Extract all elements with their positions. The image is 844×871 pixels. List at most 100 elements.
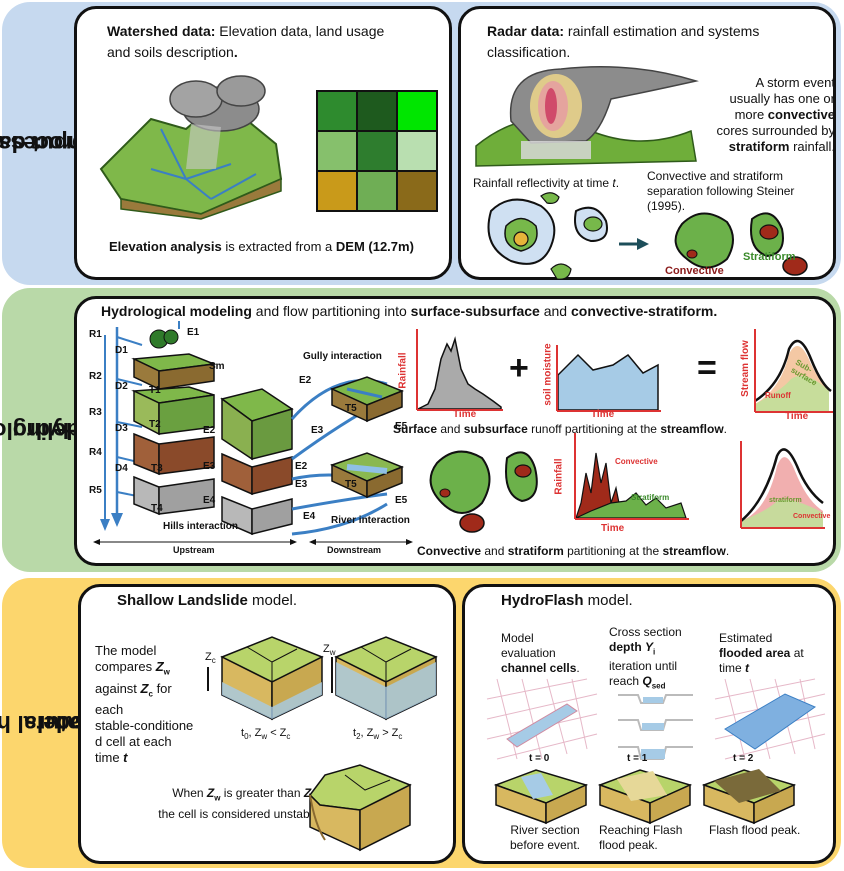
dem-grid-cell — [396, 130, 438, 172]
landslide-panel: Shallow Landslide model. The model compa… — [78, 584, 456, 864]
convective-label: Convective — [665, 265, 724, 277]
reaching-peak-caption: Reaching Flash flood peak. — [599, 823, 683, 852]
river-t5: T5 — [345, 479, 357, 490]
soil-column — [131, 321, 217, 516]
stable-block — [220, 636, 324, 721]
streamflow-time: Time — [785, 411, 809, 422]
separation-arrow — [619, 238, 649, 250]
gully-t5: T5 — [345, 403, 357, 414]
hazard-band-label: Natural hazardsmodels — [0, 710, 105, 737]
stable-condition: t0, Zw < Zc — [241, 727, 291, 742]
cross-sections — [618, 694, 693, 760]
soil-moisture-chart — [556, 345, 661, 412]
watershed-title: Watershed data: Elevation data, land usa… — [107, 23, 385, 60]
unstable-block — [334, 636, 438, 721]
dem-grid-cell — [316, 90, 358, 132]
d1-label: D1 — [115, 345, 128, 356]
radar-title: Radar data: rainfall estimation and syst… — [487, 23, 760, 60]
t4-label: T4 — [151, 503, 163, 514]
r3-label: R3 — [89, 407, 102, 418]
radar-panel: Radar data: rainfall estimation and syst… — [458, 6, 836, 280]
dem-grid-cell — [396, 90, 438, 132]
hill-block — [220, 388, 294, 536]
landslide-block — [309, 764, 412, 852]
landslide-description: The model compares Zw against Zc for eac… — [95, 643, 194, 766]
partition-stratiform-label: Stratiform — [631, 493, 670, 502]
hydro-title: Hydrological modeling and flow partition… — [101, 303, 718, 319]
d4-label: D4 — [115, 463, 128, 474]
storm-description: A storm event usually has one or more co… — [716, 75, 835, 154]
partition-rainfall-chart — [574, 433, 689, 520]
upstream-label: Upstream — [173, 545, 215, 555]
partition-time: Time — [601, 523, 625, 534]
zc-label: Zc — [205, 651, 216, 666]
soil-moisture-axis: soil moisture — [542, 343, 554, 406]
r2-label: R2 — [89, 371, 102, 382]
partition-convective-label: Convective — [615, 457, 658, 466]
flash-peak-caption: Flash flood peak. — [709, 823, 801, 837]
reflectivity-map — [487, 192, 608, 280]
input-band-label: Input data andpre-process — [0, 131, 130, 157]
sm-label: Sm — [209, 361, 225, 372]
stratiform-label: Stratiform — [743, 251, 796, 263]
gully-title: Gully interaction — [303, 351, 382, 362]
e2-left-label: E2 — [203, 425, 216, 436]
gully-block — [329, 376, 405, 423]
soil-moisture-time: Time — [591, 409, 615, 420]
dem-grid-cell — [356, 90, 398, 132]
terrain-illustration — [99, 75, 283, 220]
partition-streamflow-chart — [740, 441, 825, 529]
watershed-panel: Watershed data: Elevation data, land usa… — [74, 6, 452, 280]
t1-label: T1 — [149, 385, 161, 396]
t0-label: t = 0 — [529, 753, 550, 764]
r4-label: R4 — [89, 447, 102, 458]
river-e5: E5 — [395, 495, 408, 506]
convective-stratiform-caption: Convective and stratiform partitioning a… — [417, 544, 730, 558]
streamflow-chart — [754, 329, 833, 413]
rainfall-hydrograph — [416, 329, 503, 411]
watershed-caption: Elevation analysis is extracted from a D… — [109, 239, 414, 254]
flooded-area-text: Estimated flooded area at time t — [719, 631, 804, 675]
river-t1 — [597, 769, 693, 825]
zc-bar — [207, 667, 209, 691]
separation-map — [674, 212, 808, 276]
hills-title: Hills interaction — [163, 521, 239, 532]
e4-left-label: E4 — [203, 495, 216, 506]
storm-cloud-illustration — [475, 66, 699, 167]
partition-convective-small: Convective — [793, 513, 831, 520]
d3-label: D3 — [115, 423, 128, 434]
dem-grid — [316, 90, 438, 212]
d2-label: D2 — [115, 381, 128, 392]
river-e4: E4 — [303, 511, 316, 522]
t1-label: t = 1 — [627, 753, 648, 764]
flood-grid — [714, 678, 826, 760]
dem-grid-cell — [316, 170, 358, 212]
e1-label: E1 — [187, 327, 200, 338]
gully-e5: E5 — [395, 421, 408, 432]
river-e3: E3 — [295, 479, 308, 490]
dem-grid-cell — [396, 170, 438, 212]
zw-bar — [331, 657, 333, 693]
channel-cells-text: Model evaluation channel cells. — [501, 631, 580, 675]
dem-grid-cell — [316, 130, 358, 172]
dem-grid-cell — [356, 130, 398, 172]
up-down-arrows — [93, 539, 413, 545]
hydro-panel: Hydrological modeling and flow partition… — [74, 296, 836, 566]
river-e2: E2 — [295, 461, 308, 472]
surface-subsurface-caption: Surface and subsurface runoff partitioni… — [393, 422, 728, 436]
runoff-label: Runoff — [765, 391, 791, 400]
r5-label: R5 — [89, 485, 102, 496]
hydroflash-title: HydroFlash model. — [501, 592, 633, 609]
e3-left-label: E3 — [203, 461, 216, 472]
zw-label: Zw — [323, 643, 336, 658]
rainfall-axis: Rainfall — [397, 352, 409, 389]
t3-label: T3 — [151, 463, 163, 474]
downstream-label: Downstream — [327, 545, 382, 555]
gully-e3: E3 — [311, 425, 324, 436]
river-title: River interaction — [331, 515, 410, 526]
rainfall-time: Time — [453, 409, 477, 420]
t2-label: t = 2 — [733, 753, 754, 764]
gully-e2: E2 — [299, 375, 312, 386]
river-section-caption: River section before event. — [509, 823, 581, 852]
